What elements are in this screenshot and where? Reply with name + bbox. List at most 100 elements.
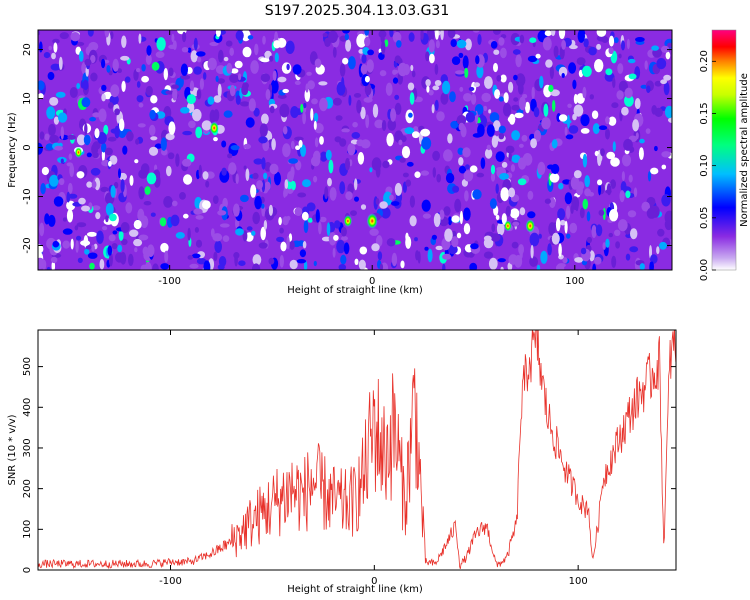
heatmap-cell [476, 64, 484, 79]
heatmap-cell [663, 74, 671, 81]
heatmap-cell [574, 257, 584, 263]
heatmap-cell [119, 172, 127, 181]
heatmap-cell [360, 204, 367, 210]
heatmap-cell [144, 186, 151, 195]
heatmap-cell [399, 157, 406, 163]
heatmap-cell [428, 89, 434, 96]
heatmap-cell [365, 114, 370, 129]
heatmap-cell [477, 34, 482, 45]
heatmap-cell [90, 72, 98, 82]
heatmap-cell [282, 143, 291, 158]
heatmap-cell [183, 174, 193, 185]
heatmap-cell [38, 244, 44, 254]
heatmap-cell [650, 167, 659, 175]
heatmap-cell [519, 143, 524, 148]
heatmap-cell [608, 232, 613, 238]
heatmap-cell [527, 211, 536, 219]
heatmap-cell [518, 244, 524, 255]
heatmap-cell [435, 30, 439, 40]
heatmap-cell [449, 91, 456, 103]
heatmap-cell [464, 38, 472, 51]
heatmap-cell [459, 86, 464, 92]
heatmap-cell [84, 123, 88, 135]
heatmap-cell [339, 138, 347, 147]
heatmap-cell [89, 262, 95, 270]
heatmap-cell [586, 236, 593, 244]
heatmap-cell [180, 63, 188, 76]
heatmap-cell [512, 49, 521, 55]
heatmap-cell [530, 244, 534, 259]
heatmap-cell [251, 263, 261, 270]
heatmap-cell [300, 144, 307, 157]
heatmap-cell [171, 33, 175, 43]
heatmap-x-axis-label: Height of straight line (km) [287, 285, 423, 296]
heatmap-cell [223, 56, 229, 62]
heatmap-cell [274, 52, 279, 63]
heatmap-cell [429, 53, 435, 64]
heatmap-cell [203, 72, 207, 80]
heatmap-cell [480, 157, 486, 169]
heatmap-cell [141, 75, 150, 83]
heatmap-cell [511, 130, 520, 141]
heatmap-cell [92, 205, 101, 211]
heatmap-cell [112, 58, 119, 72]
heatmap-cell [125, 202, 133, 214]
heatmap-cell [515, 73, 526, 87]
heatmap-cell [392, 77, 399, 84]
heatmap-cell [181, 47, 189, 53]
heatmap-cell [483, 105, 488, 111]
heatmap-cell [129, 175, 134, 186]
heatmap-cell [505, 205, 511, 217]
heatmap-cell [245, 168, 250, 181]
heatmap-cell [529, 232, 540, 247]
heatmap-cell [557, 208, 566, 221]
heatmap-cell [345, 191, 353, 201]
heatmap-cell [394, 102, 402, 115]
heatmap-cell [356, 99, 362, 114]
heatmap-cell [450, 120, 459, 129]
heatmap-cell [74, 225, 79, 231]
heatmap-cell [87, 252, 98, 259]
heatmap-cell [564, 220, 568, 234]
heatmap-cell [665, 51, 671, 60]
heatmap-cell [386, 238, 396, 247]
heatmap-hotspot [525, 219, 535, 233]
heatmap-y-tick-label: -20 [22, 237, 33, 253]
heatmap-cell [203, 260, 211, 270]
heatmap-cell [508, 152, 512, 162]
heatmap-cell [591, 225, 597, 238]
heatmap-cell [442, 80, 451, 95]
heatmap-cell [84, 58, 92, 66]
heatmap-cell [598, 184, 602, 196]
heatmap-cell [434, 63, 439, 75]
heatmap-cell [165, 133, 175, 141]
heatmap-cell [100, 186, 109, 193]
heatmap-cell [54, 145, 63, 151]
heatmap-cell [195, 215, 204, 220]
heatmap-cell [168, 121, 176, 135]
heatmap-cell [121, 238, 128, 246]
heatmap-cell [440, 92, 449, 105]
heatmap-cell [243, 165, 247, 170]
heatmap-cell [339, 181, 346, 195]
heatmap-cell [120, 222, 130, 233]
heatmap-cell [168, 44, 177, 49]
heatmap-cell [519, 250, 523, 259]
heatmap-cell [310, 108, 314, 121]
heatmap-cell [242, 230, 248, 242]
heatmap-cell [600, 148, 605, 157]
heatmap-cell [262, 35, 266, 45]
heatmap-cell [342, 57, 349, 65]
heatmap-cell [488, 109, 492, 114]
heatmap-cell [334, 220, 341, 229]
heatmap-cell [69, 87, 78, 98]
heatmap-cell [457, 147, 464, 155]
heatmap-cell [198, 164, 202, 178]
heatmap-cell [451, 215, 460, 223]
heatmap-cell [608, 35, 615, 47]
heatmap-cell [354, 178, 358, 191]
heatmap-cell [442, 263, 446, 270]
heatmap-cell [564, 126, 568, 136]
heatmap-cell [136, 95, 144, 103]
heatmap-cell [621, 106, 629, 116]
